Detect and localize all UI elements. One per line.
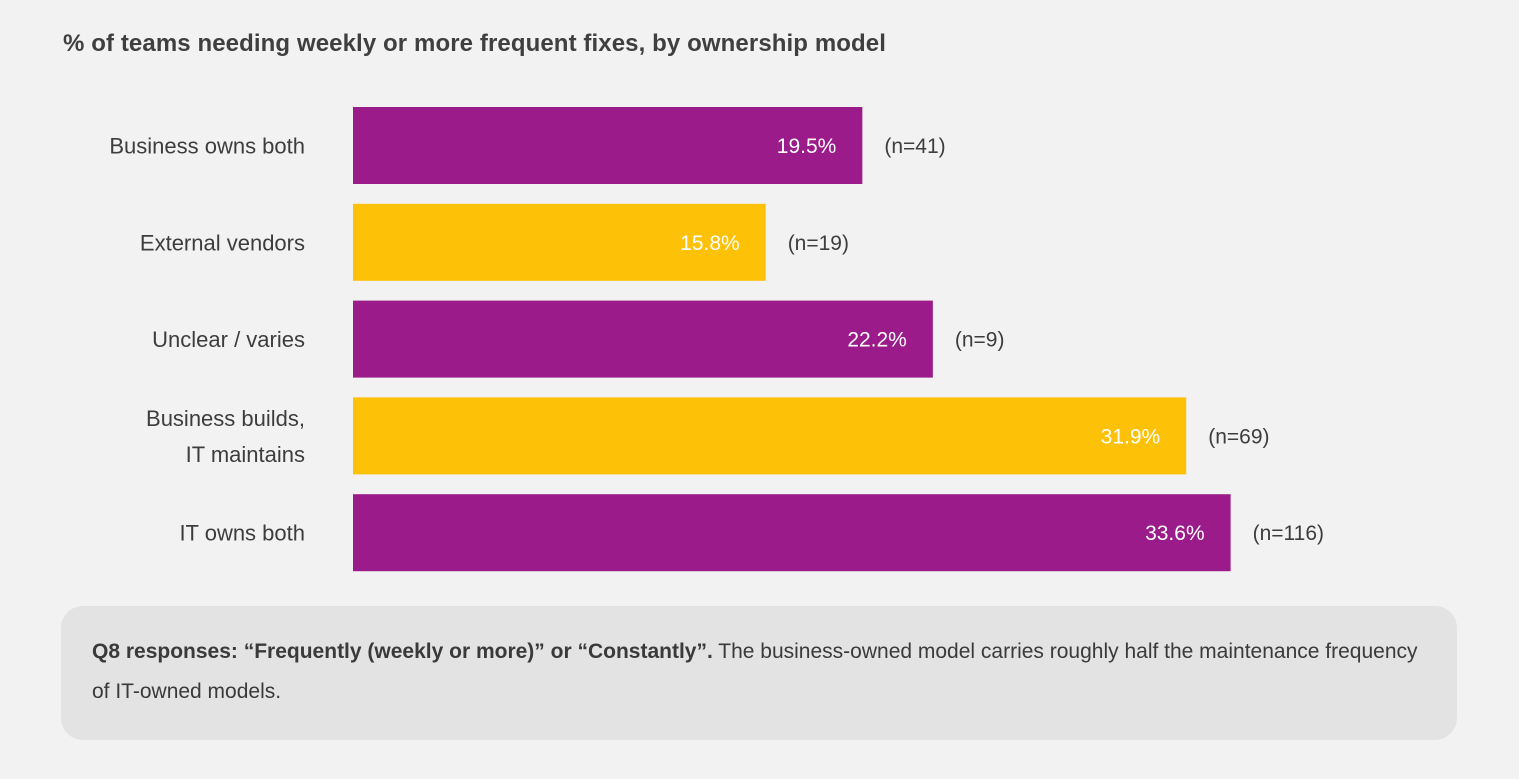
bar — [353, 494, 1231, 572]
sample-size-label: (n=9) — [955, 329, 1005, 352]
bar — [353, 107, 863, 184]
sample-size-label: (n=116) — [1253, 522, 1324, 545]
category-label: Business builds, IT maintains — [146, 406, 305, 467]
category-label: IT owns both — [179, 521, 305, 546]
bar-value-label: 33.6% — [1145, 522, 1205, 545]
bar-value-label: 15.8% — [680, 232, 740, 255]
bar-value-label: 19.5% — [777, 135, 837, 158]
sample-size-label: (n=19) — [788, 232, 849, 255]
footnote-bold-text: Q8 responses: “Frequently (weekly or mor… — [92, 640, 713, 663]
bar — [353, 397, 1187, 475]
sample-size-label: (n=41) — [884, 135, 945, 158]
bar-value-label: 22.2% — [847, 329, 907, 352]
bar — [353, 203, 766, 281]
bar — [353, 300, 933, 378]
footnote-text: The business-owned model carries roughly… — [92, 640, 1418, 703]
category-label: Business owns both — [109, 134, 305, 159]
footnote-box: Q8 responses: “Frequently (weekly or mor… — [61, 606, 1457, 740]
bar-chart: Business owns both 19.5% (n=41) External ve… — [109, 107, 1324, 572]
bar-value-label: 31.9% — [1101, 425, 1161, 448]
category-label: External vendors — [140, 230, 305, 255]
chart-title: % of teams needing weekly or more freque… — [63, 30, 886, 57]
category-label: Unclear / varies — [152, 327, 305, 352]
sample-size-label: (n=69) — [1208, 425, 1269, 448]
